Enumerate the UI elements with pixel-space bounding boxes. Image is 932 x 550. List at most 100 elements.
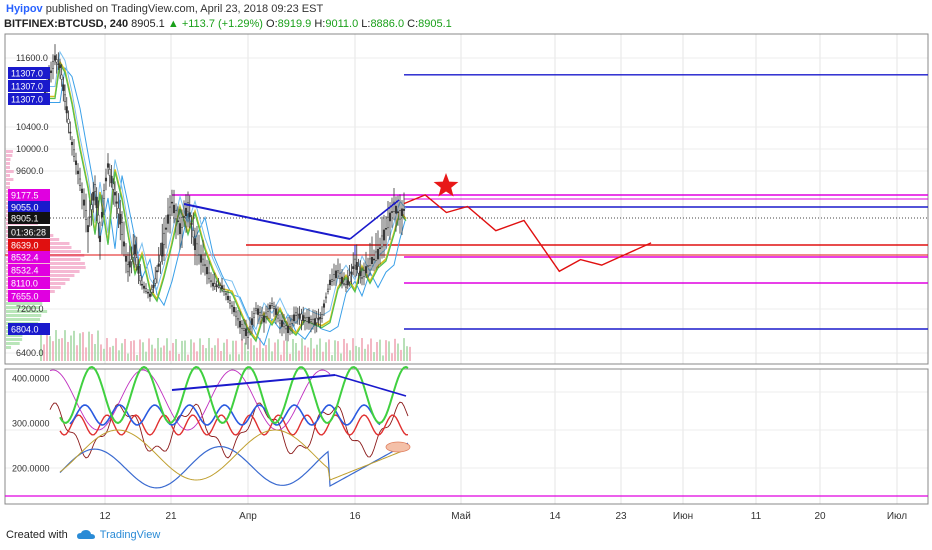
candle-body (249, 327, 251, 329)
candle-body (323, 304, 325, 308)
volume-bar (244, 343, 246, 361)
candle-body (50, 71, 52, 73)
volume-bar (400, 350, 402, 361)
indicator-tick-label: 300.0000 (12, 419, 50, 429)
candle-body (177, 221, 179, 222)
y-tick-label: 7200.0 (16, 304, 44, 314)
x-tick-label: 23 (615, 511, 627, 522)
volume-bar (268, 338, 270, 361)
price-label-text: 11307.0 (11, 82, 43, 92)
candle-body (297, 314, 299, 315)
candle-body (235, 312, 237, 316)
profile-bar (6, 342, 20, 345)
candle-body (310, 320, 312, 322)
volume-bar (298, 351, 300, 361)
candle-body (318, 318, 320, 320)
candle-body (349, 276, 351, 282)
candle-body (204, 265, 206, 266)
candle-body (136, 258, 138, 265)
volume-bar (295, 343, 297, 361)
volume-bar (343, 339, 345, 361)
candle-body (68, 119, 70, 123)
volume-bar (106, 338, 108, 361)
volume-bar (223, 343, 225, 361)
candle-body (54, 56, 56, 61)
volume-bar (136, 355, 138, 361)
volume-bar (229, 354, 231, 361)
volume-bar (232, 341, 234, 361)
candle-body (281, 320, 283, 326)
profile-bar (6, 174, 10, 177)
candle-body (107, 164, 109, 168)
candle-body (399, 211, 401, 219)
volume-bar (286, 341, 288, 361)
candle-body (245, 329, 247, 336)
candle-body (63, 85, 65, 91)
volume-bar (265, 345, 267, 361)
horizontal-levels[interactable] (5, 75, 928, 329)
candle-body (160, 255, 162, 262)
volume-bar (307, 347, 309, 361)
volume-bar (49, 336, 51, 361)
candle-body (165, 228, 167, 229)
candle-body (385, 228, 387, 229)
x-tick-label: 14 (549, 511, 561, 522)
volume-bar (79, 333, 81, 361)
volume-bar (118, 350, 120, 361)
candle-body (381, 236, 383, 247)
candle-body (191, 223, 193, 224)
candle-body (158, 264, 160, 267)
candle-body (179, 224, 181, 234)
volume-bar (391, 353, 393, 361)
candle-body (225, 294, 227, 295)
volume-bar (124, 339, 126, 361)
price-label-text: 7655.0 (11, 292, 39, 302)
volume-bar (166, 338, 168, 361)
candle-body (181, 217, 183, 227)
highlight-marker (386, 442, 410, 452)
candle-body (339, 273, 341, 279)
candle-body (194, 238, 196, 249)
x-tick-label: 20 (814, 511, 826, 522)
y-tick-label: 10400.0 (16, 122, 49, 132)
volume-bar (100, 344, 102, 361)
volume-bar (226, 339, 228, 361)
volume-bar (328, 339, 330, 361)
candle-body (365, 266, 367, 273)
candle-body (247, 333, 249, 338)
candle-body (212, 283, 214, 286)
indicator-lines (5, 367, 928, 496)
candle-body (121, 223, 123, 235)
trend-lines[interactable] (184, 200, 399, 255)
candle-body (103, 190, 105, 198)
volume-bar (181, 341, 183, 361)
candle-body (89, 216, 91, 217)
candle-body (371, 257, 373, 263)
volume-bar (352, 338, 354, 361)
candle-body (134, 245, 136, 254)
volume-bar (133, 340, 135, 361)
volume-bar (76, 345, 78, 361)
volume-bar (361, 338, 363, 361)
volume-bar (199, 338, 201, 361)
x-tick-label: 12 (99, 511, 111, 522)
indicator-tick-label: 400.0000 (12, 374, 50, 384)
candle-body (83, 200, 85, 205)
volume-bar (271, 351, 273, 361)
price-label-text: 9055.0 (11, 203, 39, 213)
candle-body (389, 213, 391, 221)
moving-average-line (45, 68, 406, 345)
candle-body (58, 64, 60, 65)
candle-body (139, 276, 141, 281)
candle-body (161, 243, 163, 256)
volume-bar (193, 343, 195, 361)
volume-bar (403, 338, 405, 361)
candle-body (189, 213, 191, 217)
candle-body (229, 301, 231, 304)
profile-bar (6, 162, 10, 165)
volume-bar (61, 338, 63, 361)
volume-bar (247, 351, 249, 361)
volume-bar (358, 347, 360, 361)
tradingview-link[interactable]: TradingView (100, 529, 161, 541)
